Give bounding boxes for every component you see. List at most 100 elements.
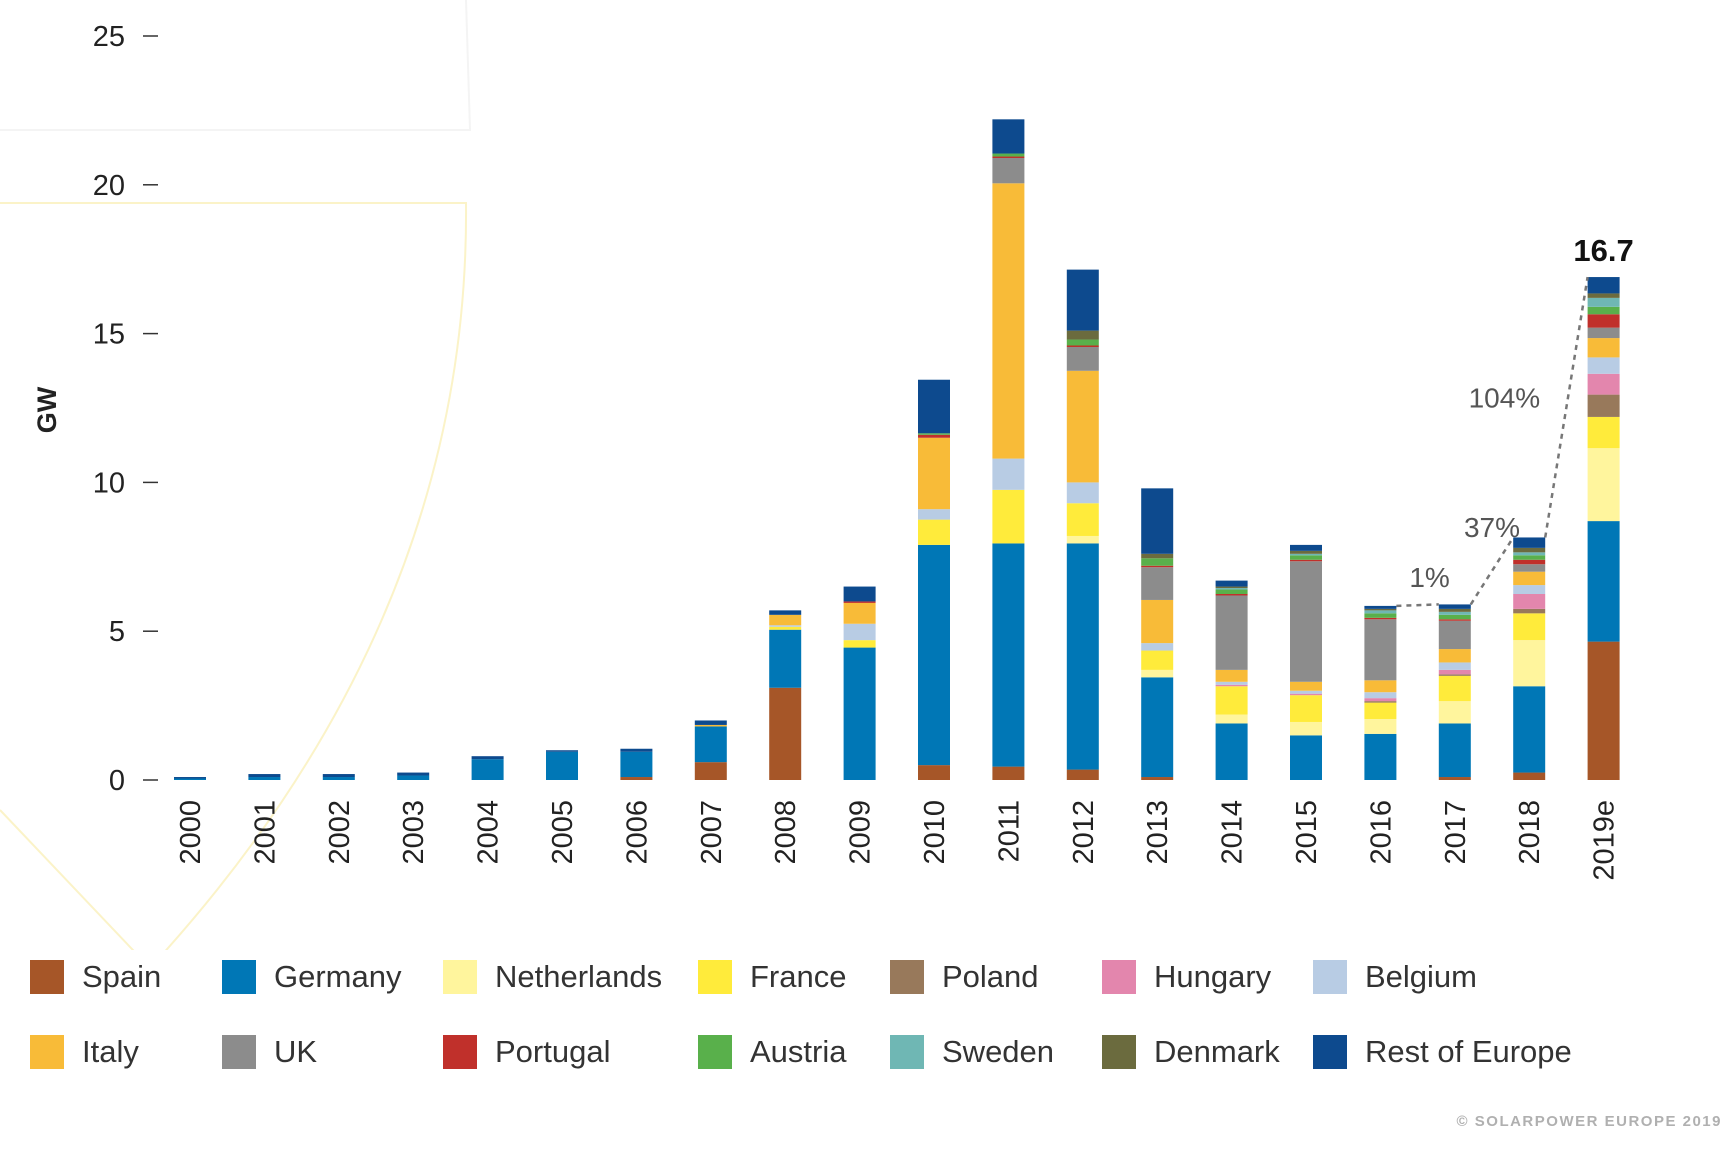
bar-segment [1513,772,1546,780]
bar-segment [397,775,430,780]
legend-item: Poland [890,959,1039,994]
bar-segment [843,602,876,624]
legend-swatch [698,1035,732,1069]
bar-segment [694,720,727,725]
bar-segment [769,629,802,688]
legend-swatch [1102,1035,1136,1069]
y-tick-label: 0 [109,765,125,797]
x-tick-label: 2012 [1068,800,1100,865]
bar-segment [1438,604,1471,609]
bar-segment [1290,555,1322,560]
bar-segment [1141,553,1174,559]
bar-segment [1290,561,1322,682]
y-tick-label: 25 [93,21,125,53]
y-tick-label: 10 [93,467,125,499]
growth-line [1396,603,1439,608]
legend-item: Belgium [1313,959,1477,994]
legend-label: France [750,959,847,994]
bar-segment [1290,695,1322,722]
bar-segment [1141,558,1174,566]
bar-segment [1438,675,1471,702]
bar-segment [918,433,950,435]
x-tick-label: 2018 [1514,800,1546,865]
legend-item: Portugal [443,1034,611,1069]
bar-segment [769,625,802,627]
legend-swatch [30,960,64,994]
bar-segment [1438,674,1471,676]
bar-segment [1438,662,1471,670]
bar-segment [918,379,950,434]
bar-segment [918,519,950,545]
y-tick-label: 5 [109,616,125,648]
growth-label: 1% [1409,562,1449,593]
bar-segment [620,777,653,780]
bar-segment [1438,619,1471,621]
bar-segment [1438,649,1471,663]
bar-segment [1513,613,1546,641]
bar-segment [992,489,1025,544]
bar-segment [1438,614,1471,620]
bar-segment [992,158,1025,184]
bar-segment [174,778,206,780]
bar-segment [1141,643,1174,651]
bar-segment [1141,669,1174,678]
growth-label: 37% [1464,512,1520,543]
bar-segment [1141,777,1174,780]
bar-segment [1513,608,1546,614]
legend-label: Portugal [495,1034,611,1069]
bar-segment [918,437,950,510]
bar-segment [843,647,876,780]
bar-segment [1438,620,1471,650]
bar-segment [1141,567,1174,600]
legend-item: Netherlands [443,959,662,994]
legend-item: Italy [30,1034,139,1069]
bar-segment [546,750,578,752]
bar-segment [1066,345,1099,347]
legend-item: Spain [30,959,161,994]
bar-segment [1066,370,1099,483]
bar-segment [1513,555,1546,560]
bar-segment [1141,488,1174,554]
legend-item: Sweden [890,1034,1054,1069]
bar-segment [1290,690,1322,694]
bar-segment [322,774,355,778]
bar-segment [1513,552,1546,556]
bar-segment [471,759,504,780]
legend-swatch [890,960,924,994]
bar-segment [1587,293,1620,298]
legend-item: France [698,959,847,994]
bar-segment [769,614,802,626]
bar-segment [1513,571,1546,586]
bar-segment [1215,681,1248,685]
bar-segment [1215,586,1248,589]
bar-segment [1066,503,1099,536]
bar-segment [1587,448,1620,522]
bar-segment [1587,373,1620,395]
legend-item: Germany [222,959,402,994]
legend-swatch [222,1035,256,1069]
bar-segment [694,762,727,780]
bar-segment [1066,330,1099,340]
y-tick-label: 15 [93,319,125,351]
legend-item: Denmark [1102,1034,1280,1069]
x-tick-label: 2001 [249,800,281,865]
bar-segment [918,544,950,766]
bar-segment [1215,594,1248,596]
x-tick-label: 2016 [1365,800,1397,865]
legend-label: Austria [750,1034,847,1069]
legend-label: Germany [274,959,402,994]
x-tick-label: 2009 [845,800,877,865]
bar-segment [1513,594,1546,609]
bar-segment [1587,306,1620,315]
legend-label: UK [274,1034,318,1069]
bar-segment [546,751,578,780]
x-tick-label: 2019e [1589,800,1621,881]
bar-segment [1066,535,1099,544]
bar-segment [1066,346,1099,371]
bar-segment [769,687,802,780]
bar-segment [769,610,802,615]
bar-segment [1587,277,1620,294]
bar-segment [1066,482,1099,504]
bar-segment [1364,610,1397,614]
background-decoration [0,0,472,950]
